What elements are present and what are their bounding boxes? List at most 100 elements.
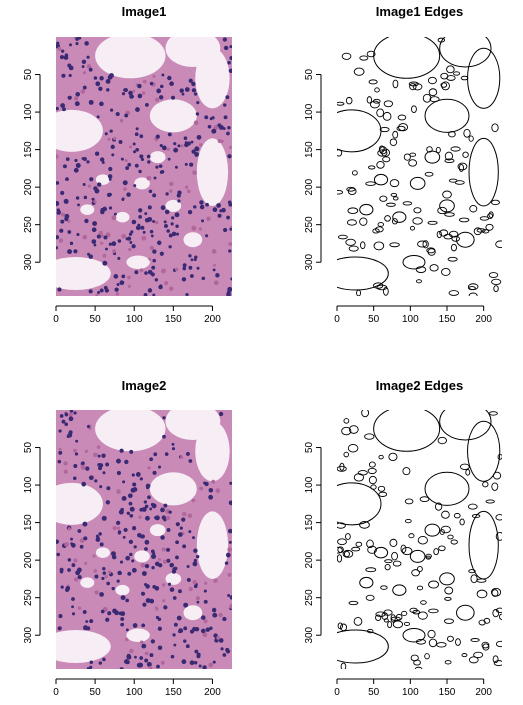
nucleus bbox=[181, 659, 187, 665]
edge-contour bbox=[455, 638, 461, 646]
nucleus bbox=[198, 143, 203, 147]
edge-contour bbox=[416, 279, 422, 284]
edge-contour bbox=[444, 596, 452, 601]
nucleus bbox=[125, 628, 129, 632]
edge-contour bbox=[367, 628, 374, 634]
edge-contour bbox=[424, 523, 441, 537]
edge-contour bbox=[471, 514, 481, 519]
x-tick-label: 200 bbox=[204, 314, 221, 325]
edge-contour bbox=[372, 98, 381, 104]
nucleus bbox=[77, 529, 82, 533]
edge-contour bbox=[419, 496, 430, 503]
edge-contour bbox=[377, 485, 386, 492]
nucleus bbox=[132, 482, 137, 487]
nucleus bbox=[164, 224, 168, 228]
edge-contour bbox=[355, 541, 363, 547]
edge-contour bbox=[337, 465, 347, 472]
nucleus bbox=[112, 136, 117, 141]
edge-contour bbox=[366, 96, 373, 104]
edge-contour bbox=[379, 127, 390, 133]
nucleus bbox=[82, 610, 87, 614]
nucleus bbox=[104, 574, 108, 579]
y-tick-label: 250 bbox=[304, 589, 315, 606]
nucleus bbox=[174, 212, 180, 218]
nucleus bbox=[161, 268, 166, 274]
nucleus bbox=[229, 45, 232, 49]
nucleus bbox=[196, 266, 200, 270]
nucleus bbox=[227, 154, 232, 159]
edge-contour bbox=[401, 547, 413, 556]
nucleus bbox=[171, 447, 176, 451]
edge-contour bbox=[409, 549, 426, 563]
nucleus bbox=[204, 481, 209, 487]
nucleus bbox=[59, 228, 64, 233]
nucleus bbox=[182, 544, 187, 549]
nucleus bbox=[86, 64, 92, 69]
edge-contour bbox=[440, 525, 451, 534]
nucleus bbox=[195, 596, 200, 601]
edge-contour bbox=[427, 629, 436, 639]
edge-contour bbox=[493, 285, 499, 293]
nucleus bbox=[152, 258, 157, 263]
nucleus bbox=[77, 606, 82, 610]
nucleus bbox=[188, 586, 193, 592]
nucleus bbox=[125, 555, 130, 561]
nucleus bbox=[174, 267, 179, 272]
nucleus bbox=[205, 202, 209, 207]
edge-contour bbox=[392, 79, 399, 89]
edge-contour bbox=[367, 545, 377, 554]
edge-contour bbox=[429, 264, 439, 272]
nucleus bbox=[132, 89, 136, 93]
edge-contour bbox=[467, 420, 501, 482]
edge-contour bbox=[439, 572, 455, 586]
airspace bbox=[149, 472, 197, 506]
image-panel-1: Image1 0 50 100 150 200 50 100 150 200 250 300 bbox=[23, 4, 232, 325]
nucleus bbox=[227, 286, 232, 292]
nucleus bbox=[120, 595, 126, 601]
nucleus bbox=[79, 538, 85, 543]
edge-contour bbox=[392, 584, 407, 596]
nucleus bbox=[111, 215, 117, 221]
nucleus bbox=[166, 547, 171, 552]
edge-contour bbox=[415, 639, 427, 645]
x-tick-label: 150 bbox=[439, 687, 456, 698]
nucleus bbox=[73, 464, 78, 469]
edge-contour bbox=[380, 585, 388, 590]
edge-contour bbox=[491, 123, 499, 133]
nucleus bbox=[166, 558, 171, 563]
nucleus bbox=[129, 513, 134, 518]
edge-contour bbox=[417, 240, 428, 248]
nucleus bbox=[74, 101, 80, 107]
nucleus bbox=[171, 216, 175, 220]
nucleus bbox=[217, 138, 222, 144]
edge-contour bbox=[414, 666, 423, 669]
nucleus bbox=[62, 164, 67, 169]
edge-contour bbox=[425, 555, 432, 560]
nucleus bbox=[229, 603, 232, 609]
nucleus bbox=[216, 203, 221, 208]
nucleus bbox=[154, 220, 159, 225]
edge-contour bbox=[337, 554, 343, 563]
edge-contour bbox=[428, 608, 439, 614]
edge-contour bbox=[388, 452, 398, 462]
nucleus bbox=[138, 515, 142, 519]
nucleus bbox=[116, 282, 120, 286]
nucleus bbox=[89, 660, 94, 665]
nucleus bbox=[63, 461, 68, 466]
nucleus bbox=[119, 667, 124, 669]
nucleus bbox=[114, 287, 119, 292]
edge-contour bbox=[437, 37, 445, 43]
nucleus bbox=[150, 639, 156, 644]
nucleus bbox=[138, 662, 144, 668]
edge-contour bbox=[345, 238, 356, 246]
nucleus bbox=[144, 271, 148, 275]
nucleus bbox=[141, 643, 147, 649]
edge-contour bbox=[468, 569, 476, 574]
edge-contour bbox=[411, 105, 417, 113]
nucleus bbox=[134, 655, 137, 659]
nucleus bbox=[81, 59, 87, 65]
x-tick-label: 100 bbox=[126, 687, 143, 698]
nucleus bbox=[169, 181, 174, 187]
edge-contour bbox=[402, 467, 411, 476]
nucleus bbox=[171, 569, 177, 574]
